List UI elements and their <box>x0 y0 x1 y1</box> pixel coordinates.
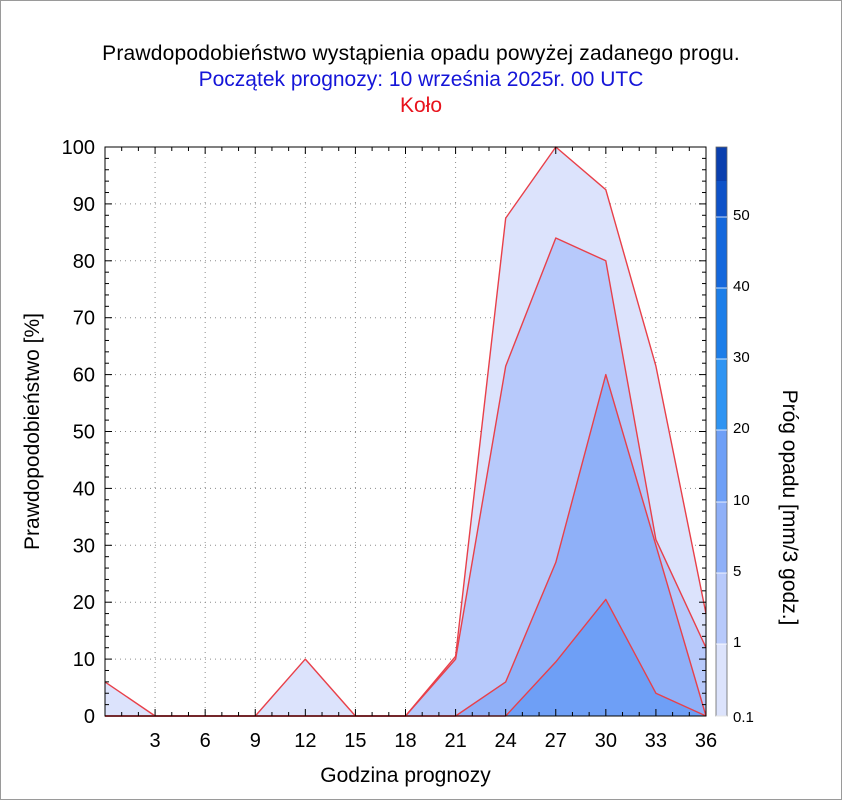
colorbar-label: 0.1 <box>733 709 754 726</box>
x-tick-label: 30 <box>595 730 617 752</box>
x-tick-label: 15 <box>344 730 366 752</box>
y-tick-label: 60 <box>73 365 95 387</box>
x-tick-label: 12 <box>294 730 316 752</box>
colorbar-label: 5 <box>733 563 741 580</box>
colorbar-label: 30 <box>733 349 750 366</box>
colorbar-segment <box>716 359 727 430</box>
x-tick-label: 21 <box>444 730 466 752</box>
colorbar-label: 10 <box>733 492 750 509</box>
x-axis-label: Godzina prognozy <box>320 764 491 787</box>
y-tick-label: 40 <box>73 478 95 500</box>
y-tick-label: 10 <box>73 649 95 671</box>
colorbar-segment <box>716 147 727 181</box>
y-tick-label: 80 <box>73 251 95 273</box>
y-tick-label: 0 <box>84 706 95 728</box>
colorbar-label: 40 <box>733 278 750 295</box>
y-tick-label: 30 <box>73 535 95 557</box>
colorbar-label: 50 <box>733 207 750 224</box>
colorbar-segment <box>716 430 727 502</box>
colorbar-segment <box>716 573 727 644</box>
x-tick-label: 36 <box>695 730 717 752</box>
x-tick-label: 18 <box>394 730 416 752</box>
y-tick-label: 20 <box>73 592 95 614</box>
x-tick-label: 9 <box>250 730 261 752</box>
colorbar-label: 20 <box>733 420 750 437</box>
x-tick-label: 3 <box>150 730 161 752</box>
colorbar-title: Próg opadu [mm/3 godz.] <box>778 390 801 626</box>
colorbar-segment <box>716 502 727 573</box>
y-tick-label: 50 <box>73 422 95 444</box>
y-tick-label: 70 <box>73 308 95 330</box>
colorbar-segment <box>716 217 727 288</box>
x-tick-label: 33 <box>645 730 667 752</box>
y-tick-label: 90 <box>73 194 95 216</box>
x-tick-label: 6 <box>200 730 211 752</box>
colorbar-segment <box>716 288 727 359</box>
location-name: Koło <box>399 94 443 117</box>
x-tick-label: 24 <box>495 730 517 752</box>
x-tick-label: 27 <box>545 730 567 752</box>
y-tick-label: 100 <box>62 137 95 159</box>
colorbar-label: 1 <box>733 634 741 651</box>
colorbar-segment <box>716 181 727 217</box>
chart-title: Prawdopodobieństwo wystąpienia opadu pow… <box>102 42 740 65</box>
y-axis-label: Prawdopodobieństwo [%] <box>21 313 44 550</box>
area-threshold-5 <box>105 374 706 716</box>
forecast-start-subtitle: Początek prognozy: 10 września 2025r. 00… <box>198 68 644 91</box>
area-threshold-10 <box>105 599 706 716</box>
threshold-colorbar: 0.1 1 5 10 20 30 40 50 <box>715 146 754 726</box>
x-axis-ticks: 3 6 9 12 15 18 21 24 27 30 33 36 <box>104 147 717 752</box>
colorbar-segment <box>716 644 727 716</box>
y-axis-ticks: 0 10 20 30 40 50 60 70 80 90 100 <box>62 137 706 728</box>
